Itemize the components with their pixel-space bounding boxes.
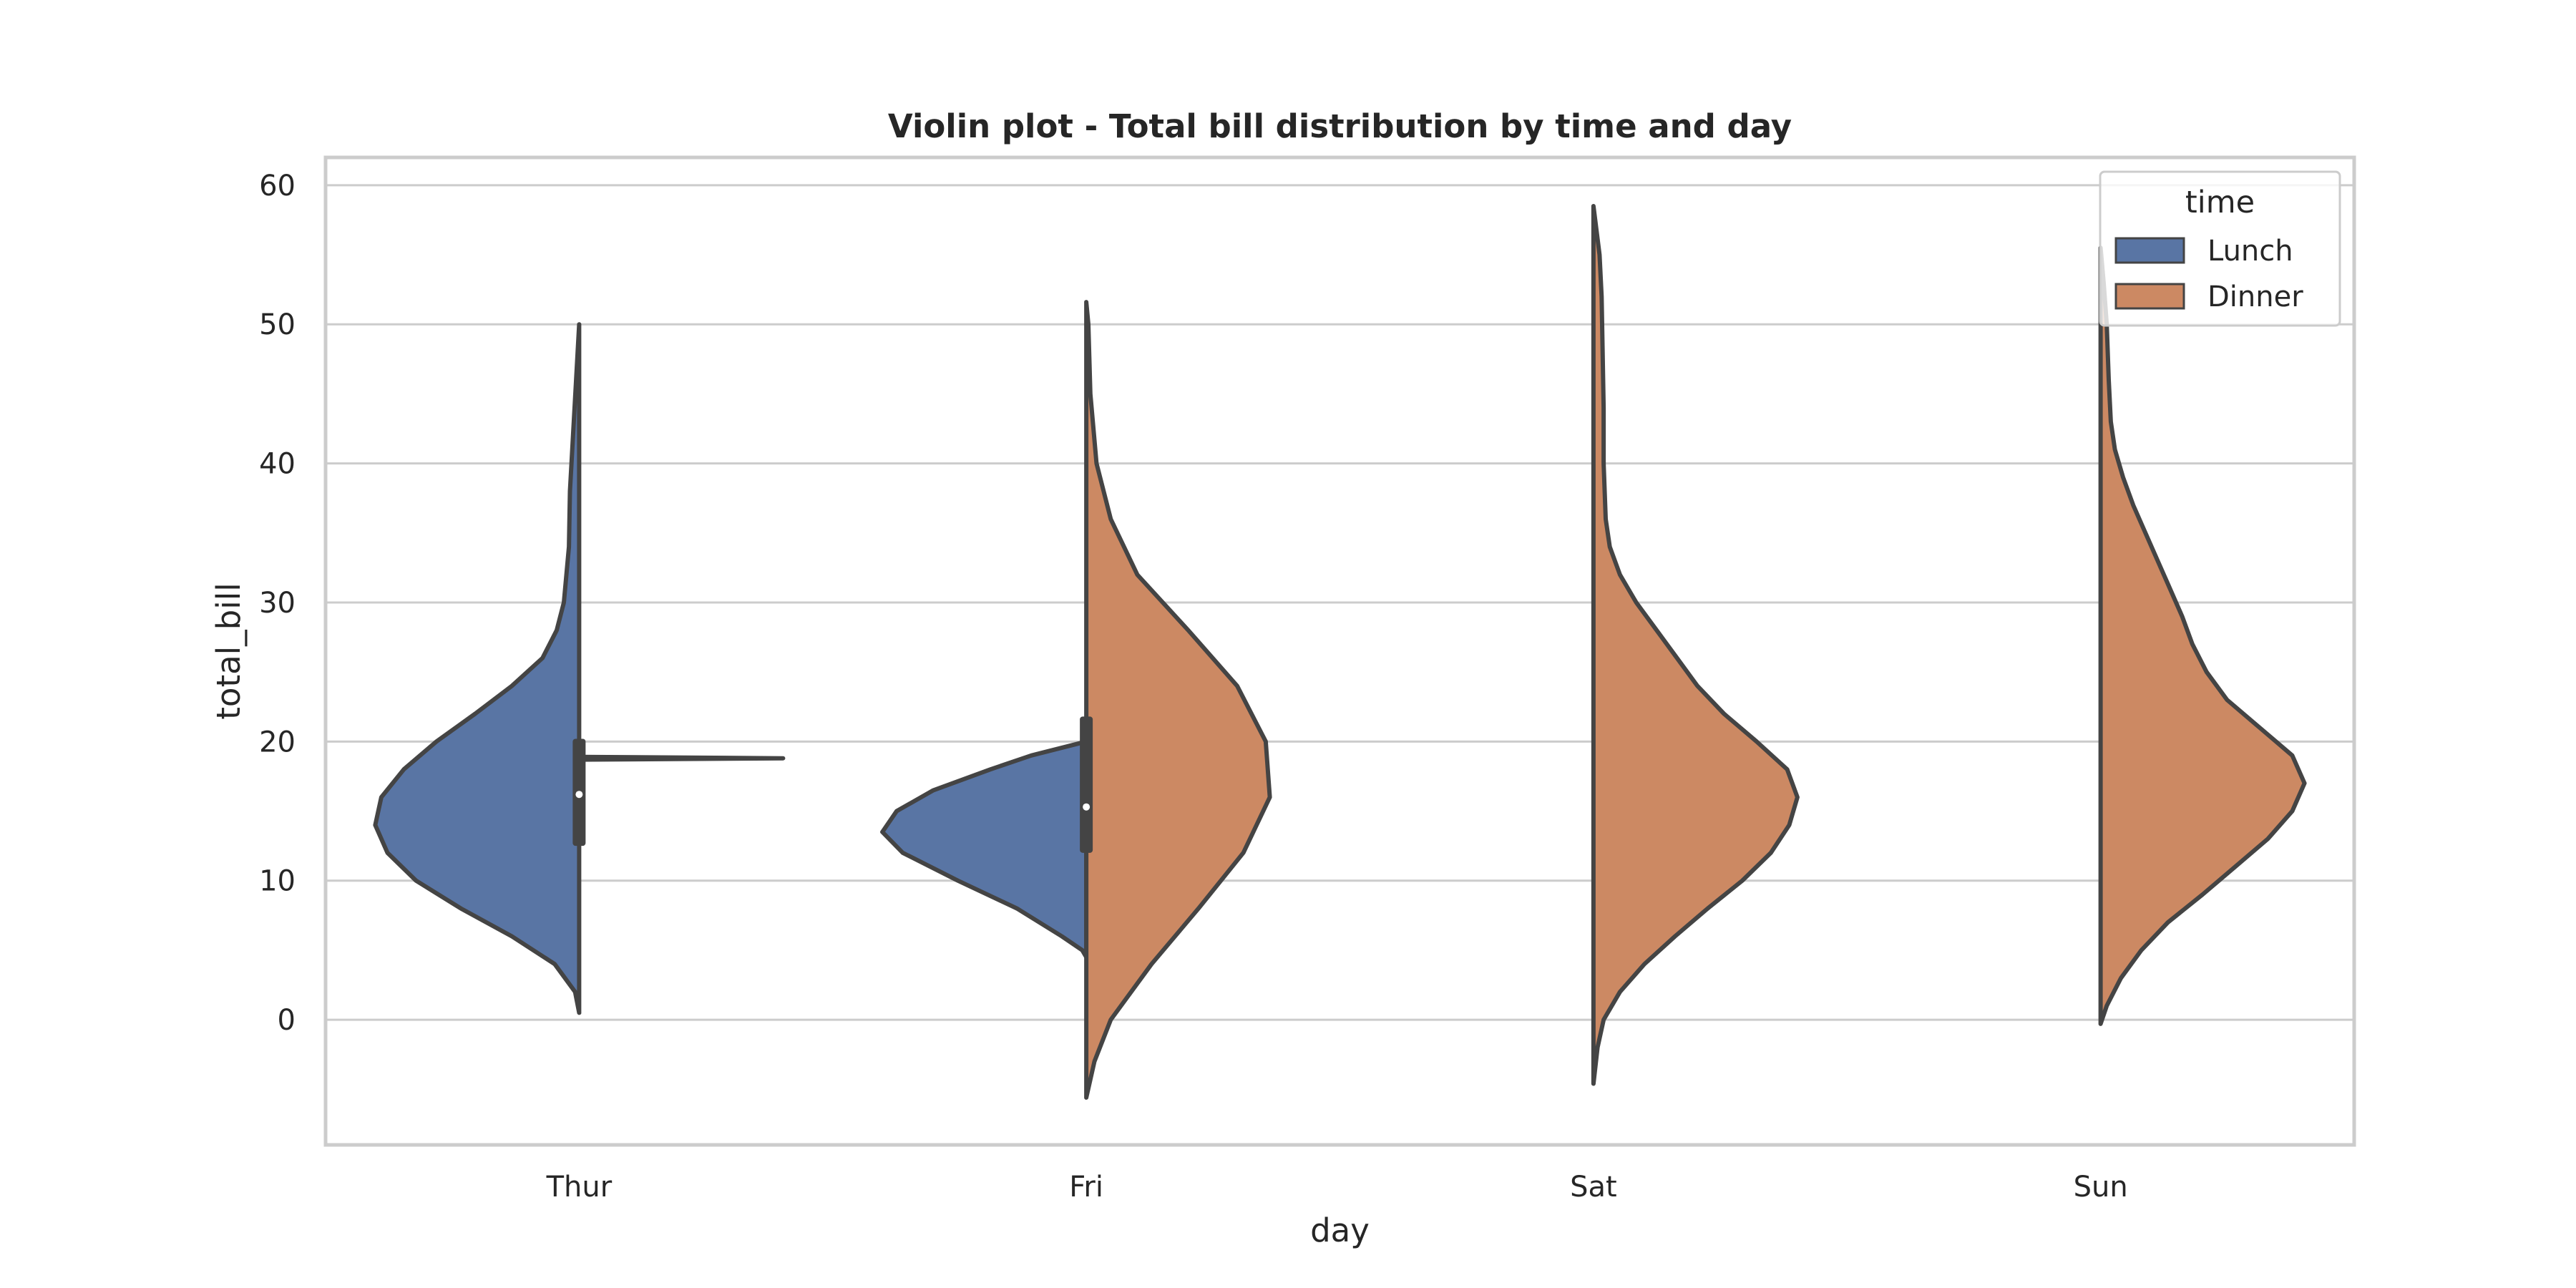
violin-lunch-thur [373, 322, 582, 1015]
box-iqr [1080, 716, 1093, 853]
x-tick-label: Thur [546, 1171, 613, 1204]
violin-dinner-sun [2098, 245, 2307, 1026]
legend-label-dinner: Dinner [2207, 280, 2303, 313]
legend-swatch-dinner [2114, 283, 2185, 310]
legend-swatch-lunch [2114, 237, 2185, 264]
y-tick-label: 30 [259, 587, 296, 620]
grid-lines [326, 184, 2354, 1021]
chart-title: Violin plot - Total bill distribution by… [888, 107, 1792, 145]
violin-lunch-fri [880, 739, 1089, 960]
x-tick-label: Sun [2074, 1171, 2128, 1204]
violin-dinner-thur [577, 754, 786, 762]
inner-boxes [572, 605, 1093, 965]
x-tick-label: Sat [1570, 1171, 1617, 1204]
y-tick-label: 0 [278, 1004, 296, 1037]
box-median [1083, 803, 1091, 811]
legend-label-lunch: Lunch [2207, 235, 2293, 268]
plot-frame [323, 155, 2356, 1147]
legend-title: time [2185, 185, 2255, 220]
y-tick-label: 40 [259, 448, 296, 481]
violin-dinner-fri [1084, 300, 1272, 1100]
y-tick-label: 50 [259, 308, 296, 341]
x-tick-label: Fri [1069, 1171, 1103, 1204]
x-tick-labels: Thur Fri Sat Sun [546, 1171, 2128, 1204]
box-median [575, 791, 583, 799]
x-axis-label: day [1310, 1211, 1370, 1249]
y-tick-label: 20 [259, 726, 296, 758]
legend-items: Lunch Dinner [2114, 235, 2303, 313]
y-tick-label: 10 [259, 865, 296, 898]
violin-dinner-sat [1591, 204, 1800, 1086]
legend: time Lunch Dinner [2099, 170, 2341, 327]
y-axis-label: total_bill [210, 582, 248, 719]
y-tick-labels: 0 10 20 30 40 50 60 [259, 170, 296, 1037]
y-tick-label: 60 [259, 170, 296, 203]
violins [373, 204, 2307, 1100]
